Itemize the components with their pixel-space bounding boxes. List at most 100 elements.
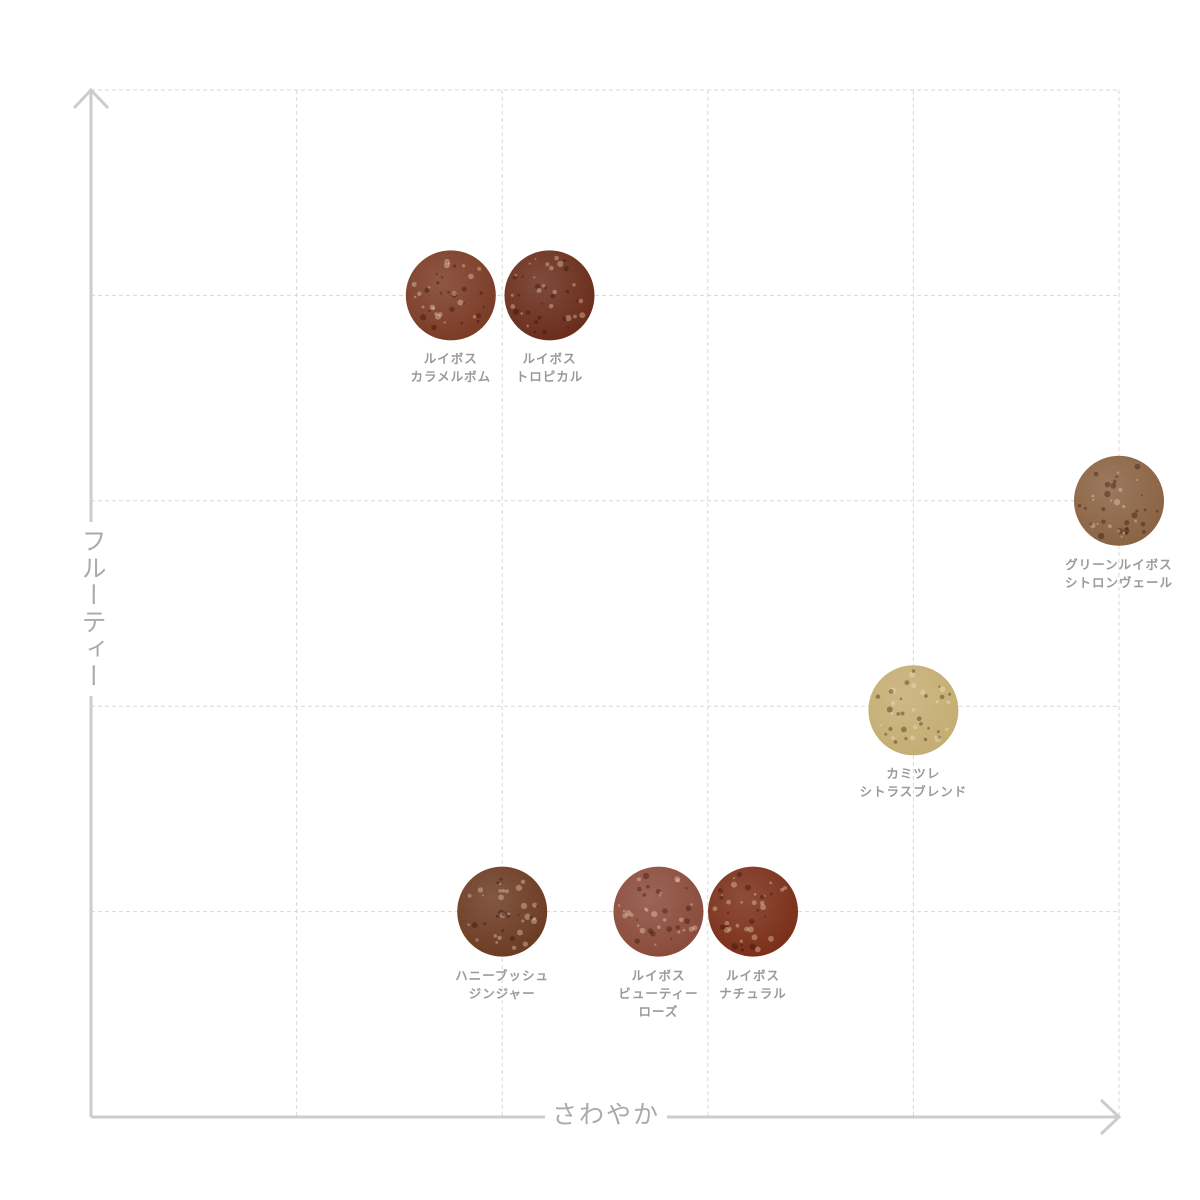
tea-leaf-texture [899,697,903,701]
tea-leaf-texture [451,290,457,297]
tea-leaf-texture [1124,520,1130,526]
tea-leaf-texture [1118,487,1123,492]
tea-leaf-texture [460,321,464,325]
tea-leaf-texture [476,319,480,323]
tea-label-line: ビューティー [618,985,699,1001]
tea-leaf-texture [533,276,536,279]
tea-leaf-texture [573,314,577,319]
tea-leaf-texture [565,315,572,322]
tea-label-line: ハニーブッシュ [455,967,550,983]
tea-leaf-texture [572,283,576,287]
tea-leaf-texture [474,938,479,942]
tea-leaf-texture [910,735,916,741]
tea-leaf-texture [677,930,681,934]
tea-label: ルイボス ビューティー ローズ [588,967,728,1021]
tea-leaf-texture [946,700,951,705]
tea-leaf-texture [650,931,656,937]
tea-leaf-texture [533,330,537,334]
tea-leaf-texture [516,929,523,936]
tea-leaf-texture [893,740,898,744]
tea-leaf-texture [927,726,930,730]
tea-leaf-texture [768,935,774,942]
tea-leaf-texture [1134,463,1141,470]
tea-leaf-texture [720,894,723,897]
tea-leaf-texture [690,903,693,906]
tea-leaf-texture [526,324,529,328]
tea-leaf-texture [498,889,502,893]
tea-leaf-circle [1074,455,1164,546]
tea-leaf-texture [911,669,916,673]
tea-leaf-texture [1120,535,1123,538]
tea-leaf-texture [549,265,554,271]
tea-leaf-texture [890,701,896,706]
tea-leaf-texture [1116,471,1120,474]
tea-leaf-texture [525,310,531,315]
tea-leaf-texture [1113,498,1121,506]
tea-leaf-texture [1116,528,1124,535]
tea-leaf-texture [501,888,506,893]
tea-leaf-texture [749,943,756,950]
tea-leaf-texture [732,877,736,880]
tea-leaf-texture [411,281,417,287]
tea-leaf-texture [576,299,579,302]
tea-leaf-texture [563,258,567,262]
tea-leaf-texture [1140,494,1143,497]
tea-leaf-texture [890,711,894,715]
tea-leaf-texture [444,258,450,265]
tea-leaf-texture [780,887,785,892]
tea-leaf-texture [496,881,500,885]
tea-leaf-texture [421,305,425,309]
tea-leaf-texture [900,711,905,716]
tea-leaf-texture [528,262,531,265]
x-axis-label: さわやか [545,1097,667,1133]
tea-leaf-texture [534,283,541,290]
tea-leaf-texture [467,923,470,926]
tea-leaf-texture [452,264,457,268]
tea-leaf-texture [543,286,548,290]
tea-leaf-texture [428,286,431,289]
tea-leaf-texture [1134,519,1137,523]
tea-leaf-texture [769,881,773,885]
tea-label: ハニーブッシュ ジンジャー [432,967,572,1003]
tea-leaf-texture [637,877,642,882]
tea-leaf-texture [889,687,896,694]
tea-leaf-texture [563,266,569,272]
tea-leaf-texture [474,939,477,942]
tea-leaf-texture [476,313,482,319]
tea-leaf-texture [1089,522,1093,527]
tea-leaf-texture [736,871,742,878]
tea-leaf-texture [540,302,543,305]
tea-leaf-texture [658,894,661,897]
tea-leaf-texture [884,732,888,736]
tea-label-line: シトラスブレンド [859,784,968,800]
tea-leaf-texture [891,736,896,740]
tea-leaf-texture [1101,507,1106,512]
tea-leaf-mark [405,250,496,341]
tea-leaf-texture [552,289,557,295]
tea-leaf-texture [520,879,526,884]
tea-leaf-texture [759,900,765,906]
y-axis-arrow-icon [72,87,110,110]
tea-leaf-texture [537,315,542,320]
tea-leaf-texture [655,888,661,895]
tea-leaf-texture [499,912,506,918]
tea-leaf-texture [512,274,518,280]
tea-leaf-texture [644,907,648,911]
tea-leaf-texture [674,876,681,883]
tea-leaf-texture [536,288,542,293]
tea-leaf-texture [531,918,538,925]
tea-leaf-texture [481,894,484,897]
tea-leaf-texture [888,689,894,694]
tea-leaf-texture [495,941,499,944]
tea-leaf-texture [684,918,691,925]
tea-leaf-texture [900,726,907,733]
tea-leaf-texture [417,291,422,297]
tea-leaf-texture [520,902,528,910]
tea-leaf-texture [1110,499,1113,502]
tea-leaf-circle [457,866,548,957]
tea-leaf-texture [642,872,650,880]
tea-leaf-texture [1142,529,1146,534]
tea-leaf-texture [924,694,928,698]
tea-leaf-texture [675,878,680,883]
tea-label-line: ルイボス [726,967,781,983]
